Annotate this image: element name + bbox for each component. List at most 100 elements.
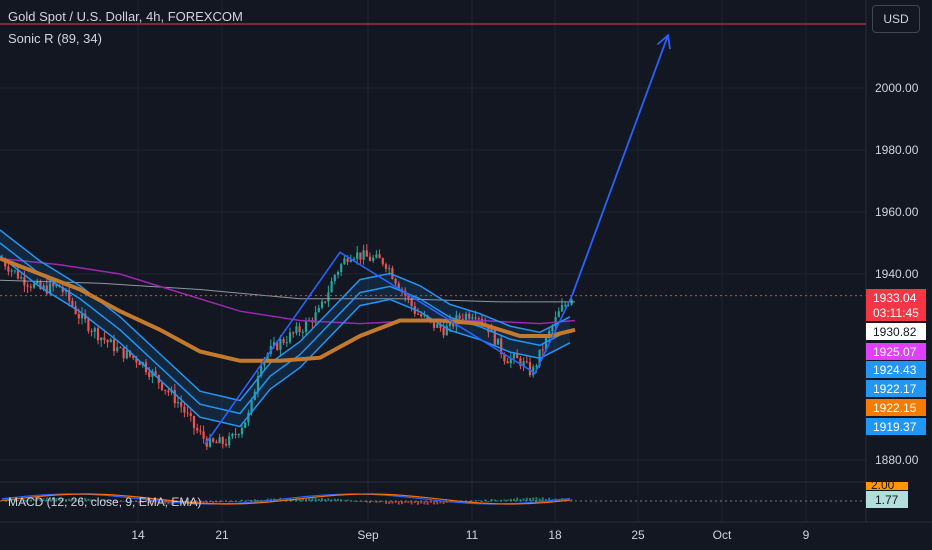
macd-histogram-bar xyxy=(7,500,10,501)
candle-body xyxy=(212,438,215,442)
macd-line xyxy=(1,493,571,505)
candle-body xyxy=(96,328,100,341)
x-tick-label: 18 xyxy=(548,528,562,542)
macd-histogram-bar xyxy=(314,498,317,501)
y-tick-label: 2000.00 xyxy=(875,81,919,95)
macd-histogram-bar xyxy=(116,501,119,502)
candle-body xyxy=(151,371,154,377)
macd-histogram-bar xyxy=(305,498,307,501)
candle-body xyxy=(247,412,250,423)
candle-body xyxy=(528,362,532,376)
macd-histogram-bar xyxy=(161,501,163,504)
macd-histogram-bar xyxy=(231,501,234,503)
candle-body xyxy=(330,281,333,293)
candle-body xyxy=(285,342,288,344)
currency-button[interactable]: USD xyxy=(872,5,920,33)
time-axis-ticks: 14 21 Sep 11 18 25 Oct 9 xyxy=(131,528,809,542)
price-tag-label: 1922.15 xyxy=(873,401,917,415)
macd-histogram-bar xyxy=(311,497,314,501)
macd-histogram-bar xyxy=(119,501,122,502)
macd-histogram-bar xyxy=(103,499,106,501)
candle-body xyxy=(224,443,228,446)
macd-histogram-bar xyxy=(154,501,157,504)
candle-body xyxy=(68,290,71,301)
macd-histogram-bar xyxy=(74,499,77,501)
candle-body xyxy=(74,306,77,314)
candle-body xyxy=(10,270,13,272)
candle-body xyxy=(394,278,397,284)
x-tick-label: 21 xyxy=(215,528,229,542)
macd-pane xyxy=(0,481,866,505)
candle-body xyxy=(468,313,471,319)
price-tag: 1924.43 xyxy=(866,361,926,378)
candle-body xyxy=(336,272,340,275)
macd-histogram-bar xyxy=(151,501,154,503)
candle-body xyxy=(7,266,10,272)
candle-body xyxy=(93,328,96,332)
candle-body xyxy=(522,361,525,366)
macd-histogram-bar xyxy=(125,501,128,502)
macd-histogram-bar xyxy=(228,501,231,503)
chart-title: Gold Spot / U.S. Dollar, 4h, FOREXCOM xyxy=(8,9,243,24)
candle-body xyxy=(567,304,570,306)
macd-histogram-bar xyxy=(564,498,567,501)
macd-histogram-bar xyxy=(145,501,147,503)
price-tag: 03:11:45 xyxy=(866,304,926,321)
candle-body xyxy=(490,328,493,333)
macd-histogram-bar xyxy=(346,499,349,501)
candle-body xyxy=(496,338,500,345)
ema-orange-line xyxy=(0,256,576,363)
macd-histogram-bar xyxy=(202,501,205,505)
macd-histogram-bar xyxy=(365,501,368,503)
projection-arrow[interactable] xyxy=(571,34,669,297)
macd-histogram-bar xyxy=(135,501,138,502)
candle-body xyxy=(442,327,445,336)
candle-body xyxy=(148,372,151,377)
macd-histogram-bar xyxy=(477,500,480,501)
macd-histogram-bar xyxy=(253,499,256,501)
candle-body xyxy=(228,436,231,446)
macd-histogram-bar xyxy=(471,500,474,502)
candle-body xyxy=(564,304,567,306)
macd-histogram-bar xyxy=(529,497,531,501)
macd-legend[interactable]: MACD (12, 26, close, 9, EMA, EMA) xyxy=(8,495,202,509)
macd-histogram-bar xyxy=(77,499,80,501)
candle-body xyxy=(461,318,464,321)
macd-histogram-bar xyxy=(426,501,429,505)
candle-body xyxy=(100,337,103,341)
candle-body xyxy=(493,328,496,345)
candle-body xyxy=(551,326,554,331)
candle-body xyxy=(215,441,218,444)
indicator-legend[interactable]: Sonic R (89, 34) xyxy=(8,31,102,46)
macd-histogram-bar xyxy=(164,501,167,504)
candle-body xyxy=(343,258,346,265)
candle-body xyxy=(295,326,298,333)
macd-histogram-bar xyxy=(356,501,359,502)
macd-histogram-bar xyxy=(87,498,90,501)
macd-histogram-bar xyxy=(234,501,237,502)
macd-histogram-bar xyxy=(257,499,259,501)
candle-body xyxy=(512,353,516,359)
macd-histogram-bar xyxy=(490,498,493,501)
zigzag-drawing[interactable] xyxy=(204,251,573,445)
macd-histogram-bar xyxy=(132,501,135,502)
macd-histogram-bar xyxy=(375,501,378,503)
macd-histogram-bar xyxy=(538,498,541,501)
candle-body xyxy=(506,361,509,364)
macd-histogram-bar xyxy=(20,499,23,501)
candle-body xyxy=(231,433,234,437)
candle-body xyxy=(541,349,544,351)
macd-histogram-bar xyxy=(81,498,83,501)
macd-histogram-bar xyxy=(519,499,522,501)
price-tag-label: 1933.04 xyxy=(873,291,917,305)
macd-histogram-bar xyxy=(225,501,227,502)
price-axis-ticks: 2000.00 1980.00 1960.00 1940.00 1880.00 xyxy=(875,81,919,467)
macd-histogram-bar xyxy=(497,500,499,502)
candle-body xyxy=(487,325,490,333)
candle-body xyxy=(77,313,80,319)
candle-body xyxy=(372,257,375,261)
candle-body xyxy=(90,331,93,333)
macd-value-tag: 1.77 xyxy=(866,491,908,508)
macd-histogram-bar xyxy=(487,501,490,502)
